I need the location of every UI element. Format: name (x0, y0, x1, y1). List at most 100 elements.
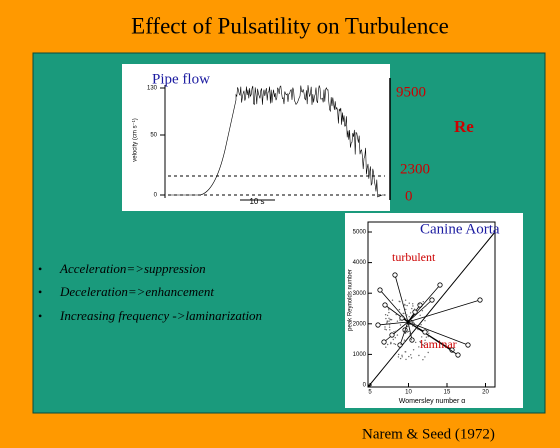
speckle (410, 357, 413, 359)
speckle (418, 354, 420, 357)
x-tick-label: 15 (444, 390, 451, 396)
speckle (398, 353, 400, 356)
speckle (394, 343, 397, 346)
connector (399, 321, 409, 346)
speckle (390, 319, 393, 321)
speckle (388, 309, 390, 311)
speckle (403, 339, 406, 341)
speckle (418, 303, 420, 305)
speckle (412, 303, 414, 305)
speckle (396, 320, 399, 322)
speckle (392, 338, 394, 341)
speckle (386, 320, 388, 322)
connector (407, 299, 481, 323)
speckle (427, 351, 429, 354)
y-tick-label: 4000 (353, 260, 367, 266)
speckle (422, 359, 424, 361)
speckle (386, 321, 388, 323)
re-label: 9500 (396, 84, 426, 100)
speckle (408, 355, 410, 358)
point (375, 322, 381, 328)
y-tick-label: 1000 (353, 352, 367, 358)
connector (394, 274, 409, 323)
speckle (422, 344, 424, 346)
speckle (390, 341, 392, 344)
bullet-list: • Acceleration=>suppression • Decelerati… (38, 261, 262, 323)
speckle (417, 328, 419, 331)
speckle (406, 325, 409, 328)
speckle (389, 329, 391, 331)
diagonal-line (367, 231, 496, 388)
speckle (405, 314, 407, 316)
speckle (404, 332, 406, 334)
speckle (405, 351, 407, 353)
re-label: 2300 (400, 161, 430, 177)
citation: Narem & Seed (1972) (362, 426, 495, 442)
speckle (413, 322, 416, 325)
speckle (419, 340, 421, 343)
speckle (388, 307, 390, 310)
pipe-flow-plot: 130 50 0 velocity (cm s⁻¹) 10 s (133, 78, 391, 206)
speckle (410, 354, 412, 356)
point (392, 272, 398, 278)
speckle (388, 311, 390, 314)
y-tick-label: 50 (150, 133, 157, 139)
speckle (419, 314, 421, 316)
x-tick-label: 5 (368, 390, 372, 396)
speckle (405, 358, 407, 361)
x-tick-label: 10 (405, 390, 412, 396)
speckle (404, 299, 407, 301)
point (377, 287, 383, 293)
speckle (418, 346, 420, 348)
point (389, 332, 395, 338)
connector (407, 321, 469, 346)
y-axis-label: velocity (cm s⁻¹) (133, 118, 139, 162)
speckle (424, 356, 426, 358)
speckle (406, 304, 408, 307)
speckle (427, 330, 429, 332)
bullet-marker: • (38, 262, 42, 276)
re-label: 0 (405, 188, 413, 204)
point (465, 342, 471, 348)
canine-aorta-plot: peak Reynolds number Womersley number α … (348, 221, 496, 405)
speckle (393, 331, 395, 333)
speckle (389, 319, 391, 321)
speckle (399, 301, 401, 303)
y-tick-label: 2000 (353, 321, 367, 327)
speckle (402, 316, 404, 318)
speckle (399, 319, 401, 321)
speckle (401, 356, 403, 358)
connector (391, 321, 409, 336)
speckle (384, 326, 386, 328)
speckle (422, 301, 424, 303)
speckle (408, 316, 410, 318)
speckle (425, 336, 428, 338)
speckle (415, 341, 417, 344)
connector (407, 321, 413, 341)
speckle (421, 336, 423, 338)
speckle (424, 320, 426, 322)
bullet-marker: • (38, 309, 42, 323)
connector (407, 299, 433, 323)
y-tick-label: 130 (147, 86, 158, 92)
speckle (398, 308, 401, 311)
speckle (420, 324, 422, 326)
point (437, 282, 443, 288)
region-label: turbulent (392, 250, 436, 264)
point (455, 352, 461, 358)
speckle (421, 310, 424, 312)
speckle (404, 304, 406, 306)
y-tick-label: 3000 (353, 291, 367, 297)
speckle (412, 305, 414, 307)
speckle (411, 307, 413, 310)
speckle (388, 320, 390, 322)
speckle (398, 348, 400, 350)
y-axis-label: peak Reynolds number (348, 269, 354, 331)
speckle (385, 322, 388, 324)
speckle (412, 321, 415, 323)
speckle (399, 357, 402, 360)
speckle (424, 342, 426, 344)
speckle (400, 343, 402, 346)
speckle (386, 314, 389, 317)
